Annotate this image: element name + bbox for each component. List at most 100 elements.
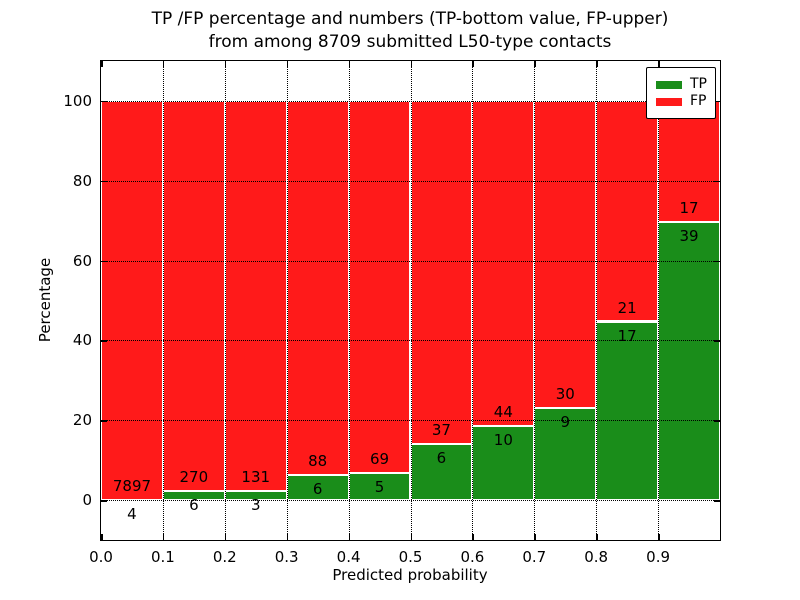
x-tick-top bbox=[410, 61, 412, 67]
chart-title-line2: from among 8709 submitted L50-type conta… bbox=[208, 32, 612, 52]
y-tick-label: 40 bbox=[72, 331, 92, 350]
bar-tp-segment bbox=[596, 321, 659, 501]
bar-fp-segment bbox=[596, 100, 659, 322]
x-tick-bottom bbox=[410, 534, 412, 540]
bar-label-tp: 5 bbox=[374, 478, 385, 497]
bar-label-fp: 270 bbox=[179, 468, 209, 487]
y-tick-left bbox=[101, 100, 107, 103]
y-tick-label: 0 bbox=[82, 491, 92, 510]
y-tick-right bbox=[714, 100, 720, 103]
x-tick-top bbox=[224, 61, 227, 67]
bar-label-tp: 6 bbox=[436, 449, 447, 468]
bar-fp-segment bbox=[534, 100, 597, 408]
x-tick-top bbox=[101, 61, 103, 67]
legend-label: TP bbox=[690, 76, 707, 92]
x-tick-top bbox=[348, 61, 351, 67]
bar-fp-segment bbox=[286, 100, 349, 475]
gridline-horizontal bbox=[101, 180, 720, 182]
x-tick-label: 0.1 bbox=[150, 548, 175, 566]
bar-fp-segment bbox=[162, 100, 225, 492]
legend-swatch-tp bbox=[656, 80, 682, 89]
x-tick-label: 0.7 bbox=[522, 548, 547, 566]
x-tick-label: 0.8 bbox=[584, 548, 609, 566]
legend: TP FP bbox=[646, 67, 716, 119]
bar-tp-segment bbox=[410, 444, 473, 501]
y-tick-right bbox=[714, 260, 720, 263]
x-tick-label: 0.4 bbox=[336, 548, 361, 566]
x-tick-bottom bbox=[472, 534, 474, 540]
bar-label-fp: 44 bbox=[493, 403, 513, 422]
bar-label-tp: 10 bbox=[493, 431, 513, 450]
bar-tp-segment bbox=[658, 222, 720, 501]
bar-tp-segment bbox=[472, 426, 535, 501]
x-axis-label: Predicted probability bbox=[332, 566, 488, 584]
legend-entry-fp: FP bbox=[656, 94, 707, 109]
y-tick-left bbox=[101, 260, 107, 263]
x-tick-top bbox=[162, 61, 165, 67]
bar-tp-segment bbox=[534, 407, 597, 501]
x-tick-top bbox=[286, 61, 289, 67]
y-tick-label: 20 bbox=[72, 411, 92, 430]
bar-fp-segment bbox=[224, 100, 287, 492]
gridline-vertical bbox=[286, 61, 288, 540]
gridline-vertical bbox=[410, 61, 412, 540]
y-tick-label: 100 bbox=[63, 91, 92, 110]
bar-tp-segment bbox=[286, 474, 349, 501]
x-tick-bottom bbox=[534, 534, 536, 540]
bar-label-fp: 7897 bbox=[112, 476, 152, 495]
gridline-vertical bbox=[224, 61, 226, 540]
x-tick-bottom bbox=[658, 534, 660, 540]
x-tick-label: 0.2 bbox=[212, 548, 237, 566]
bar-label-fp: 37 bbox=[431, 421, 451, 440]
y-tick-right bbox=[714, 180, 720, 183]
x-tick-top bbox=[534, 61, 536, 67]
chart-title: TP /FP percentage and numbers (TP-bottom… bbox=[100, 8, 720, 54]
legend-label: FP bbox=[690, 93, 707, 109]
bar-label-tp: 6 bbox=[312, 479, 323, 498]
bar-label-fp: 131 bbox=[241, 468, 271, 487]
gridline-horizontal bbox=[101, 340, 720, 342]
y-tick-left bbox=[101, 500, 107, 502]
gridline-vertical bbox=[472, 61, 474, 540]
x-tick-bottom bbox=[101, 534, 103, 540]
bar-fp-segment bbox=[658, 100, 720, 223]
gridline-vertical bbox=[658, 61, 660, 540]
bar-fp-segment bbox=[348, 100, 411, 474]
gridline-horizontal bbox=[101, 260, 720, 262]
y-tick-left bbox=[101, 420, 107, 422]
x-tick-bottom bbox=[224, 534, 227, 540]
y-tick-left bbox=[101, 340, 107, 342]
bar-label-tp: 17 bbox=[617, 326, 637, 345]
gridline-vertical bbox=[162, 61, 164, 540]
legend-entry-tp: TP bbox=[656, 77, 707, 92]
legend-swatch-fp bbox=[656, 97, 682, 106]
x-tick-top bbox=[596, 61, 598, 67]
y-tick-label: 80 bbox=[72, 171, 92, 190]
x-tick-top bbox=[472, 61, 474, 67]
bar-label-fp: 30 bbox=[555, 384, 575, 403]
bar-fp-segment bbox=[410, 100, 473, 445]
bar-label-fp: 21 bbox=[617, 298, 637, 317]
x-tick-top bbox=[658, 61, 660, 67]
gridline-vertical bbox=[534, 61, 536, 540]
x-tick-label: 0.6 bbox=[460, 548, 485, 566]
y-axis-label: Percentage bbox=[36, 257, 54, 343]
y-tick-right bbox=[714, 500, 720, 502]
bar-label-tp: 3 bbox=[250, 496, 261, 515]
bar-label-fp: 88 bbox=[308, 451, 328, 470]
gridline-horizontal bbox=[101, 100, 720, 102]
bar-label-tp: 4 bbox=[127, 504, 137, 523]
plot-area: 7897 4 270 6 131 3 88 6 69 5 37 6 44 10 30 9 21 17 17 39 0 20… bbox=[63, 60, 721, 566]
x-tick-label: 0.0 bbox=[89, 548, 113, 566]
x-tick-label: 0.5 bbox=[398, 548, 423, 566]
gridline-vertical bbox=[596, 61, 598, 540]
bar-fp-segment bbox=[472, 100, 535, 427]
chart-title-line1: TP /FP percentage and numbers (TP-bottom… bbox=[151, 9, 669, 29]
gridline-vertical bbox=[348, 61, 350, 540]
bar-label-tp: 6 bbox=[189, 496, 199, 515]
bar-label-tp: 39 bbox=[679, 227, 699, 246]
gridline-horizontal bbox=[101, 500, 720, 502]
gridline-horizontal bbox=[101, 420, 720, 422]
x-tick-label: 0.9 bbox=[646, 548, 671, 566]
